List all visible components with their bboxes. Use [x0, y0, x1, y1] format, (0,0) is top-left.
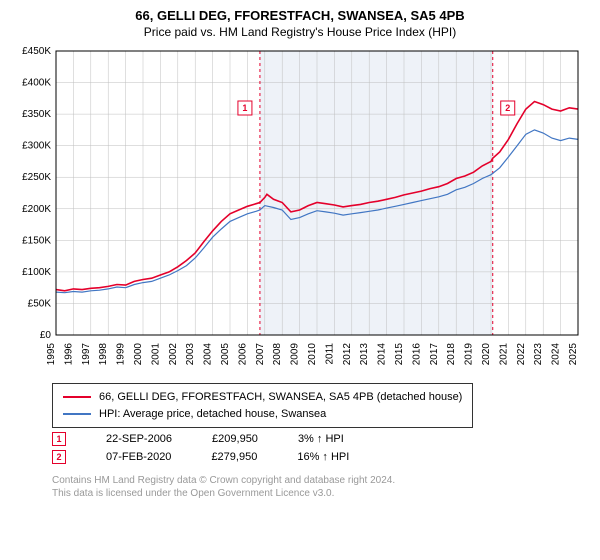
sale-hpi-1: 3% ↑ HPI — [298, 433, 344, 445]
sale-row-2: 2 07-FEB-2020 £279,950 16% ↑ HPI — [52, 450, 586, 464]
footer-line-1: Contains HM Land Registry data © Crown c… — [52, 474, 586, 487]
svg-text:£400K: £400K — [22, 78, 51, 89]
svg-text:2020: 2020 — [481, 343, 492, 366]
svg-text:2013: 2013 — [359, 343, 370, 366]
legend-label-hpi: HPI: Average price, detached house, Swan… — [99, 406, 326, 423]
legend-label-property: 66, GELLI DEG, FFORESTFACH, SWANSEA, SA5… — [99, 389, 462, 406]
svg-text:£50K: £50K — [28, 298, 52, 309]
legend-row-hpi: HPI: Average price, detached house, Swan… — [63, 406, 462, 423]
svg-text:2024: 2024 — [551, 343, 562, 366]
svg-text:2006: 2006 — [237, 343, 248, 366]
svg-text:2017: 2017 — [429, 343, 440, 366]
svg-text:2001: 2001 — [150, 343, 161, 366]
sale-marker-2: 2 — [52, 450, 66, 464]
svg-text:£300K: £300K — [22, 141, 51, 152]
svg-text:2012: 2012 — [342, 343, 353, 366]
svg-text:2002: 2002 — [168, 343, 179, 366]
svg-text:£200K: £200K — [22, 204, 51, 215]
svg-text:2003: 2003 — [185, 343, 196, 366]
svg-text:2009: 2009 — [290, 343, 301, 366]
svg-text:2010: 2010 — [307, 343, 318, 366]
svg-text:2011: 2011 — [324, 343, 335, 365]
svg-text:2018: 2018 — [446, 343, 457, 366]
svg-text:2014: 2014 — [377, 343, 388, 366]
title-block: 66, GELLI DEG, FFORESTFACH, SWANSEA, SA5… — [14, 8, 586, 39]
svg-text:2: 2 — [505, 103, 510, 113]
footer: Contains HM Land Registry data © Crown c… — [52, 474, 586, 500]
chart: £0 £50K £100K £150K £200K £250K £300K £350K £400… — [14, 45, 584, 375]
svg-text:£100K: £100K — [22, 267, 51, 278]
sale-date-2: 07-FEB-2020 — [106, 451, 171, 463]
svg-text:2021: 2021 — [498, 343, 509, 366]
svg-text:£150K: £150K — [22, 235, 51, 246]
legend-row-property: 66, GELLI DEG, FFORESTFACH, SWANSEA, SA5… — [63, 389, 462, 406]
svg-text:£250K: £250K — [22, 172, 51, 183]
title-main: 66, GELLI DEG, FFORESTFACH, SWANSEA, SA5… — [14, 8, 586, 23]
svg-text:1999: 1999 — [116, 343, 127, 366]
svg-text:2008: 2008 — [272, 343, 283, 366]
svg-text:1998: 1998 — [98, 343, 109, 366]
svg-text:2023: 2023 — [533, 343, 544, 366]
svg-text:2016: 2016 — [411, 343, 422, 366]
legend-swatch-property — [63, 396, 91, 398]
svg-text:£0: £0 — [40, 330, 52, 341]
footer-line-2: This data is licensed under the Open Gov… — [52, 487, 586, 500]
svg-text:2019: 2019 — [464, 343, 475, 366]
svg-text:2025: 2025 — [568, 343, 579, 366]
svg-text:£350K: £350K — [22, 109, 51, 120]
svg-text:2004: 2004 — [203, 343, 214, 366]
legend: 66, GELLI DEG, FFORESTFACH, SWANSEA, SA5… — [52, 383, 473, 428]
svg-text:1: 1 — [242, 103, 247, 113]
svg-text:2000: 2000 — [133, 343, 144, 366]
sale-row-1: 1 22-SEP-2006 £209,950 3% ↑ HPI — [52, 432, 586, 446]
svg-text:2007: 2007 — [255, 343, 266, 366]
svg-text:1997: 1997 — [81, 343, 92, 366]
svg-text:1995: 1995 — [46, 343, 57, 366]
sale-price-1: £209,950 — [212, 433, 258, 445]
svg-text:1996: 1996 — [63, 343, 74, 366]
svg-text:2015: 2015 — [394, 343, 405, 366]
legend-swatch-hpi — [63, 413, 91, 415]
sale-date-1: 22-SEP-2006 — [106, 433, 172, 445]
sale-marker-1: 1 — [52, 432, 66, 446]
sale-hpi-2: 16% ↑ HPI — [297, 451, 349, 463]
svg-text:2005: 2005 — [220, 343, 231, 366]
sale-price-2: £279,950 — [211, 451, 257, 463]
title-sub: Price paid vs. HM Land Registry's House … — [14, 25, 586, 39]
svg-text:2022: 2022 — [516, 343, 527, 366]
chart-container: 66, GELLI DEG, FFORESTFACH, SWANSEA, SA5… — [0, 0, 600, 508]
svg-text:£450K: £450K — [22, 46, 51, 57]
chart-svg: £0 £50K £100K £150K £200K £250K £300K £350K £400… — [14, 45, 584, 375]
